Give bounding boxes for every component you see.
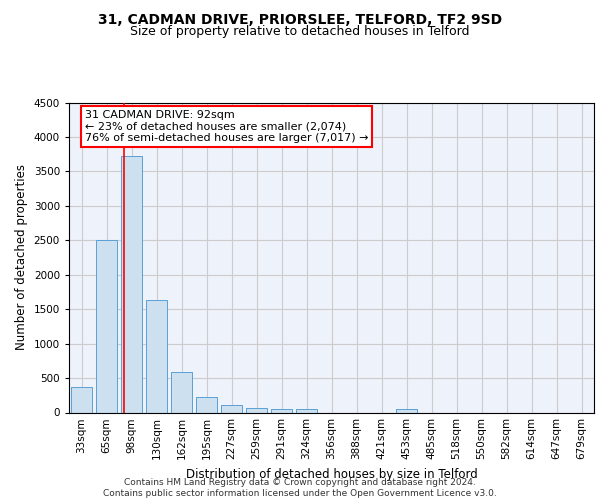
Text: 31 CADMAN DRIVE: 92sqm
← 23% of detached houses are smaller (2,074)
76% of semi-: 31 CADMAN DRIVE: 92sqm ← 23% of detached… [85, 110, 368, 144]
Bar [246, 408, 267, 412]
Bar [171, 372, 192, 412]
Bar [396, 408, 417, 412]
Text: Contains HM Land Registry data © Crown copyright and database right 2024.
Contai: Contains HM Land Registry data © Crown c… [103, 478, 497, 498]
Bar [271, 409, 292, 412]
Bar [146, 300, 167, 412]
Y-axis label: Number of detached properties: Number of detached properties [15, 164, 28, 350]
Bar [96, 240, 117, 412]
Bar [296, 410, 317, 412]
Bar [121, 156, 142, 412]
Text: Size of property relative to detached houses in Telford: Size of property relative to detached ho… [130, 25, 470, 38]
X-axis label: Distribution of detached houses by size in Telford: Distribution of detached houses by size … [185, 468, 478, 481]
Bar [221, 406, 242, 412]
Text: 31, CADMAN DRIVE, PRIORSLEE, TELFORD, TF2 9SD: 31, CADMAN DRIVE, PRIORSLEE, TELFORD, TF… [98, 12, 502, 26]
Bar [196, 397, 217, 412]
Bar [71, 387, 92, 412]
